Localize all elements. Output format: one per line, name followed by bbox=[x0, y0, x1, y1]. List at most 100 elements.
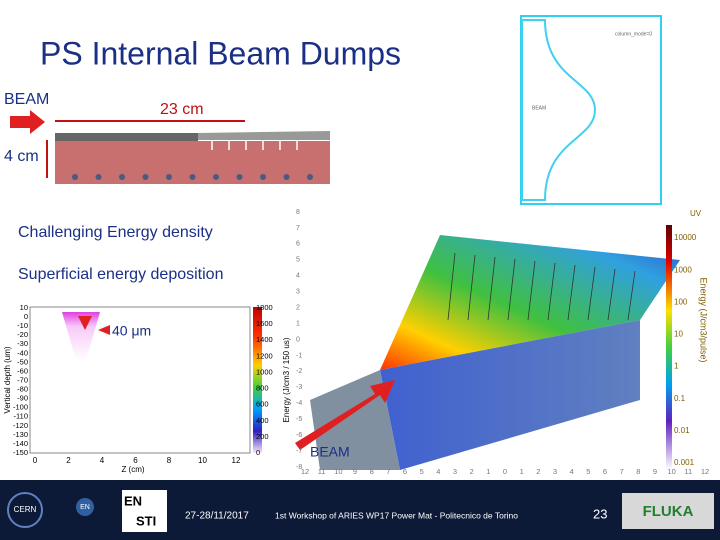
model-tick-label: -2 bbox=[296, 368, 302, 375]
y-tick-label: -110 bbox=[14, 412, 28, 421]
model-tick-label: 10 bbox=[667, 467, 675, 476]
model-tick-label: 12 bbox=[701, 467, 709, 476]
model-cbar-tick-label: 1 bbox=[674, 362, 679, 371]
dump-dot bbox=[213, 174, 219, 180]
y-tick-label: -40 bbox=[17, 348, 28, 357]
bullet: Superficial energy deposition bbox=[18, 266, 223, 283]
model-tick-label: 3 bbox=[453, 467, 457, 476]
y-tick-label: -100 bbox=[13, 403, 28, 412]
model-tick-label: 2 bbox=[296, 304, 300, 311]
model-slot bbox=[527, 260, 536, 321]
footer-event: 1st Workshop of ARIES WP17 Power Mat - P… bbox=[275, 510, 518, 520]
model-slot bbox=[447, 252, 456, 321]
model-cbar-tick-label: 0.001 bbox=[674, 458, 695, 467]
dump-dot bbox=[95, 174, 102, 180]
x-tick-label: 4 bbox=[100, 456, 105, 465]
model-tick-label: 8 bbox=[636, 467, 640, 476]
dump-dots bbox=[72, 140, 313, 180]
heatmap-frame bbox=[29, 306, 251, 454]
model-tick-label: 11 bbox=[684, 467, 692, 476]
colorbar-tick-label: 1400 bbox=[256, 335, 273, 344]
model-tick-label: 2 bbox=[470, 467, 474, 476]
dump-dot bbox=[236, 174, 243, 180]
title: PS Internal Beam Dumps bbox=[40, 35, 401, 71]
model-tick-label: 12 bbox=[301, 467, 309, 476]
profile-beam: BEAM bbox=[532, 105, 546, 111]
y-tick-label: -70 bbox=[17, 375, 28, 384]
footer bbox=[0, 480, 720, 540]
model-tick-label: 9 bbox=[353, 467, 357, 476]
model-tick-label: -5 bbox=[296, 416, 302, 423]
annotation: 40 μm bbox=[112, 323, 151, 339]
y-tick-label: -140 bbox=[13, 439, 28, 448]
model-tick-label: 3 bbox=[553, 467, 557, 476]
model-cbar-tick-label: 10 bbox=[674, 330, 683, 339]
y-tick-label: 0 bbox=[24, 312, 28, 321]
colorbar-label: Energy (J/cm3 / 150 us) bbox=[282, 337, 291, 422]
logo bbox=[7, 492, 43, 528]
dump-dot bbox=[283, 174, 290, 180]
model-tick-label: 6 bbox=[603, 467, 607, 476]
model-beam-arrow bbox=[295, 380, 395, 450]
x-tick-label: 0 bbox=[33, 456, 38, 465]
beam-label: BEAM bbox=[4, 91, 49, 108]
model-tick-label: 6 bbox=[296, 241, 300, 248]
model-slot bbox=[607, 268, 616, 321]
model-tick-label: 8 bbox=[370, 467, 374, 476]
profile-label: column_mode=0 bbox=[615, 31, 652, 37]
model-tick-label: -1 bbox=[296, 352, 302, 359]
model-tick-label: 7 bbox=[386, 467, 390, 476]
colorbar-tick-label: 200 bbox=[256, 432, 269, 441]
colorbar-tick-label: 0 bbox=[256, 448, 260, 457]
logo: EN bbox=[124, 493, 142, 508]
length-label: 23 cm bbox=[160, 101, 204, 118]
dump-dot bbox=[166, 174, 172, 180]
model-tick-label: 1 bbox=[296, 320, 300, 327]
y-tick-label: -10 bbox=[17, 321, 28, 330]
colorbar-tick-label: 1600 bbox=[256, 319, 273, 328]
colorbar-tick-label: 400 bbox=[256, 416, 269, 425]
model-tick-label: 0 bbox=[503, 467, 507, 476]
model-tick-label: -3 bbox=[296, 384, 302, 391]
logo: CERN bbox=[14, 505, 37, 514]
height-label: 4 cm bbox=[4, 148, 39, 165]
model-cbar-tick-label: 0.01 bbox=[674, 426, 690, 435]
model-tick-label: 1 bbox=[486, 467, 490, 476]
model-slot bbox=[507, 258, 516, 321]
y-tick-label: -120 bbox=[13, 421, 28, 430]
model-cbar-tick-label: 10000 bbox=[674, 233, 697, 242]
bullet: Challenging Energy density bbox=[18, 224, 213, 241]
dump-cover bbox=[198, 131, 330, 140]
model-slot bbox=[487, 256, 496, 321]
logo bbox=[122, 490, 167, 532]
y-tick-label: -60 bbox=[17, 366, 28, 375]
heatmap-plume bbox=[62, 312, 100, 360]
footer-date: 27-28/11/2017 bbox=[185, 511, 249, 522]
model-tick-label: 0 bbox=[296, 336, 300, 343]
colorbar-tick-label: 1200 bbox=[256, 351, 273, 360]
model-beam: BEAM bbox=[310, 444, 350, 460]
dump-dot bbox=[72, 174, 78, 180]
logo: FLUKA bbox=[643, 503, 694, 520]
annotation-arrow bbox=[98, 325, 110, 335]
model-slot bbox=[467, 254, 476, 321]
model-tick-label: 5 bbox=[420, 467, 424, 476]
model-colorbar bbox=[666, 225, 672, 470]
model-cbar-tick-label: 100 bbox=[674, 297, 688, 306]
dump-dot bbox=[119, 174, 125, 180]
model-tick-label: 6 bbox=[403, 467, 407, 476]
model-tick-label: -4 bbox=[296, 400, 302, 407]
x-tick-label: 12 bbox=[232, 456, 241, 465]
model-tick-label: 4 bbox=[436, 467, 440, 476]
model-cbar-tick-label: 1000 bbox=[674, 265, 692, 274]
model-corner: UV bbox=[690, 209, 702, 218]
dump-dot bbox=[142, 174, 149, 180]
x-tick-label: 2 bbox=[66, 456, 71, 465]
y-tick-label: -130 bbox=[13, 430, 28, 439]
heatmap-xlabel: Z (cm) bbox=[121, 465, 144, 474]
model-tick-label: 3 bbox=[296, 289, 300, 296]
model-tick-label: 4 bbox=[296, 273, 300, 280]
model-tick-label: 1 bbox=[520, 467, 524, 476]
model-tick-label: -8 bbox=[296, 464, 302, 471]
